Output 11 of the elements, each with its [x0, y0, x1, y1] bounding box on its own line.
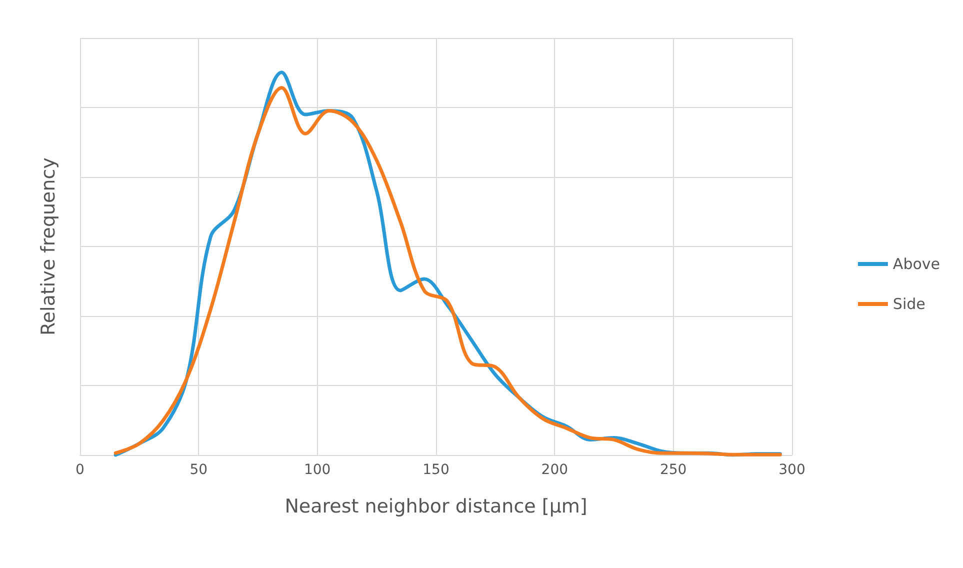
- x-tick-label: 200: [541, 462, 568, 478]
- legend-label: Above: [892, 255, 940, 273]
- x-tick-label: 300: [778, 462, 806, 478]
- legend-label: Side: [892, 295, 926, 313]
- x-tick-label: 50: [190, 462, 208, 478]
- x-axis-title: Nearest neighbor distance [µm]: [284, 496, 588, 518]
- x-tick-label: 100: [304, 462, 331, 478]
- x-tick-label: 0: [76, 462, 84, 478]
- y-axis-title: Relative frequency: [38, 158, 60, 336]
- x-tick-label: 250: [660, 462, 687, 478]
- x-tick-label: 150: [422, 462, 450, 478]
